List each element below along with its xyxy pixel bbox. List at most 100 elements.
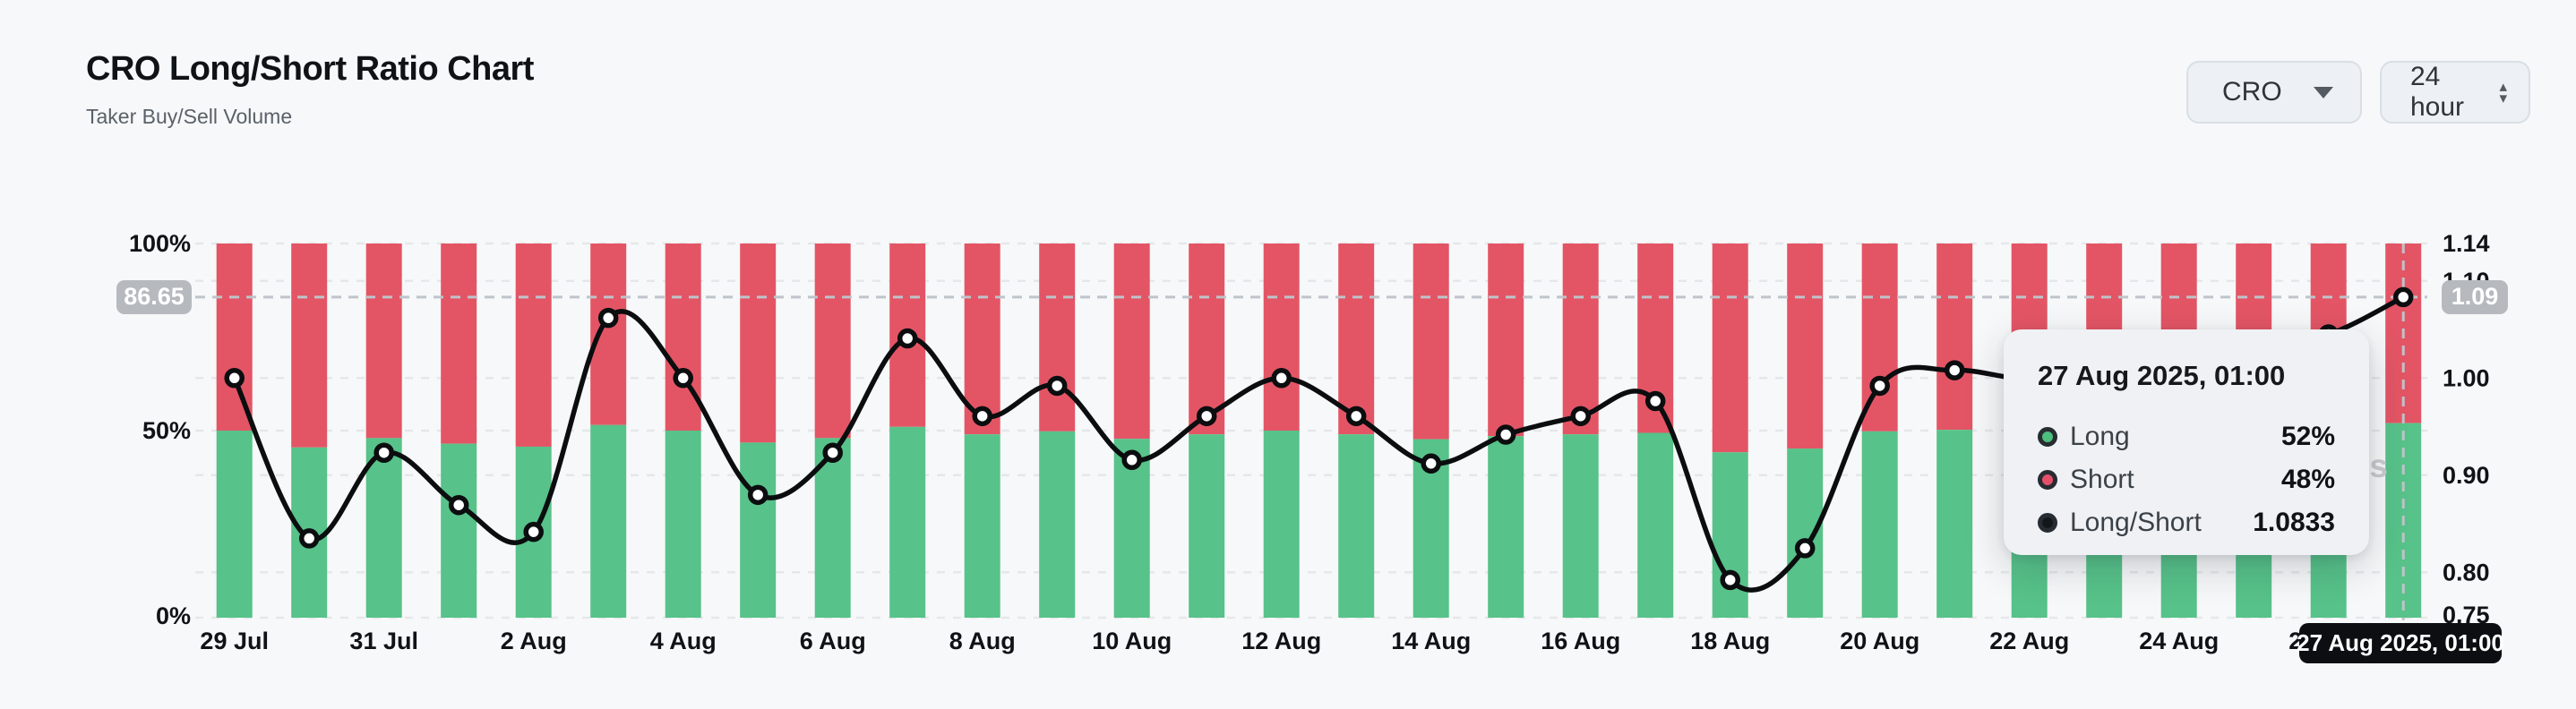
long-bar[interactable]	[1562, 434, 1599, 618]
axis-tick-label: 12 Aug	[1241, 628, 1321, 654]
ratio-point	[1196, 406, 1217, 427]
axis-tick-label: 50%	[142, 417, 191, 444]
tooltip-row-short: Short 48%	[2038, 458, 2335, 501]
tooltip-row-long-short: Long/Short 1.0833	[2038, 501, 2335, 544]
long-bar[interactable]	[1787, 448, 1824, 618]
axis-tick-label: 24 Aug	[2139, 628, 2219, 654]
axis-tick-label: 16 Aug	[1541, 628, 1620, 654]
axis-tick-label: 2 Aug	[501, 628, 567, 654]
ratio-point	[448, 494, 469, 516]
long-bar[interactable]	[441, 443, 477, 618]
tooltip-row-long: Long 52%	[2038, 415, 2335, 458]
crosshair-left-value-badge: 86.65	[116, 279, 192, 314]
short-bar[interactable]	[814, 243, 851, 439]
long-bar[interactable]	[665, 431, 701, 618]
tooltip-row-label: Short	[2070, 465, 2134, 494]
left-axis: 100% 50% 0%	[129, 230, 191, 629]
chart-tooltip: 27 Aug 2025, 01:00 Long 52% Short 48% Lo…	[2004, 329, 2369, 555]
short-bar[interactable]	[291, 243, 328, 448]
ratio-point	[298, 528, 320, 549]
crosshair-right-value-badge: 1.09	[2442, 279, 2508, 314]
ratio-point	[597, 307, 619, 329]
axis-tick-label: 6 Aug	[800, 628, 866, 654]
page-title: CRO Long/Short Ratio Chart	[86, 50, 534, 88]
axis-tick-label: 18 Aug	[1690, 628, 1770, 654]
long-short-ratio-line	[232, 295, 2405, 593]
short-bar[interactable]	[665, 243, 701, 431]
long-series-icon	[2038, 427, 2057, 447]
tooltip-row-label: Long	[2070, 422, 2130, 451]
axis-tick-label: 10 Aug	[1092, 628, 1172, 654]
crosshair-date-badge: 27 Aug 2025, 01:00	[2297, 623, 2504, 663]
tooltip-date: 27 Aug 2025, 01:00	[2038, 360, 2286, 391]
interval-select[interactable]: 24 hour ▴ ▾	[2380, 61, 2530, 124]
tooltip-row-label: Long/Short	[2070, 508, 2202, 537]
long-short-series-icon	[2038, 513, 2057, 533]
long-bar[interactable]	[889, 426, 926, 618]
short-bar[interactable]	[1413, 243, 1449, 440]
short-bar[interactable]	[590, 243, 627, 425]
ratio-point	[1720, 569, 1740, 591]
ratio-point	[1046, 375, 1068, 397]
axis-tick-label: 1.00	[2443, 364, 2490, 391]
axis-tick-label: 8 Aug	[949, 628, 1016, 654]
ratio-point	[1421, 453, 1441, 474]
short-bar[interactable]	[216, 243, 253, 431]
long-bar[interactable]	[964, 434, 1000, 618]
crosshair	[195, 243, 2427, 620]
short-bar[interactable]	[1787, 243, 1824, 449]
long-bar[interactable]	[1189, 434, 1225, 618]
short-bar[interactable]	[441, 243, 477, 444]
long-bar[interactable]	[1936, 430, 1973, 618]
long-bar[interactable]	[216, 431, 253, 618]
ratio-point	[523, 521, 544, 542]
ratio-point	[1121, 449, 1142, 471]
long-bar[interactable]	[1039, 431, 1076, 618]
tooltip-row-value: 48%	[2280, 465, 2335, 494]
short-bar[interactable]	[1936, 243, 1973, 431]
ratio-point	[224, 368, 245, 389]
short-bar[interactable]	[1562, 243, 1599, 435]
short-bar[interactable]	[740, 243, 777, 443]
short-bar[interactable]	[964, 243, 1000, 435]
long-bar[interactable]	[1338, 434, 1375, 618]
long-bar[interactable]	[1637, 432, 1674, 618]
axis-tick-label: 0%	[156, 602, 191, 629]
axis-tick-label: 20 Aug	[1840, 628, 1919, 654]
ratio-point	[673, 368, 693, 389]
short-bar[interactable]	[1263, 243, 1300, 431]
long-bar[interactable]	[1861, 431, 1898, 618]
short-bar[interactable]	[1039, 243, 1076, 431]
ratio-point	[374, 442, 394, 463]
short-bar[interactable]	[1488, 243, 1524, 437]
short-series-icon	[2038, 470, 2057, 490]
ratio-point	[972, 406, 992, 427]
long-bar[interactable]	[365, 438, 402, 618]
axis-tick-label: 100%	[129, 230, 191, 257]
ratio-point	[1345, 406, 1367, 427]
long-bar[interactable]	[1488, 436, 1524, 618]
short-bar[interactable]	[1113, 243, 1150, 440]
tooltip-row-value: 1.0833	[2253, 508, 2335, 537]
short-bar[interactable]	[515, 243, 552, 447]
chevron-up-icon: ▴	[2499, 78, 2507, 95]
short-bar[interactable]	[365, 243, 402, 439]
long-bar[interactable]	[1263, 431, 1300, 618]
tooltip-row-value: 52%	[2280, 422, 2335, 451]
axis-tick-label: 22 Aug	[1989, 628, 2069, 654]
short-bar[interactable]	[1338, 243, 1375, 435]
axis-tick-label: 0.80	[2443, 559, 2490, 585]
long-bar[interactable]	[590, 424, 627, 618]
long-bar[interactable]	[1712, 452, 1748, 618]
interval-select-value: 24 hour	[2410, 62, 2465, 122]
axis-tick-label: 29 Jul	[200, 628, 269, 654]
long-bar[interactable]	[740, 442, 777, 618]
symbol-select[interactable]: CRO	[2186, 61, 2362, 124]
ratio-point	[1495, 424, 1516, 445]
short-bar[interactable]	[1712, 243, 1748, 453]
ratio-point	[822, 442, 843, 463]
short-bar[interactable]	[1189, 243, 1225, 435]
chevron-down-icon	[2314, 86, 2333, 98]
chevron-down-icon: ▾	[2499, 90, 2507, 107]
